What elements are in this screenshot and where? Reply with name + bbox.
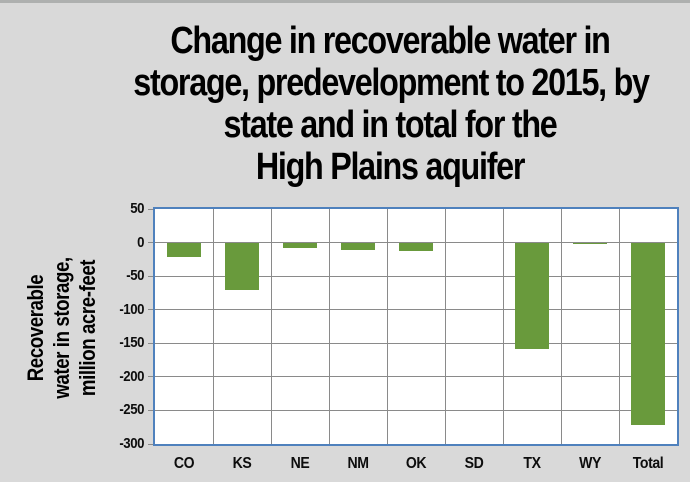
gridline-x-4	[386, 209, 388, 444]
x-tick-label-NE: NE	[290, 455, 310, 472]
y-tick-label--50: -50	[126, 267, 144, 285]
y-tick--100	[148, 309, 153, 311]
x-tick-label-TX: TX	[523, 455, 541, 472]
bar-CO	[167, 242, 201, 258]
window-top-edge	[0, 0, 690, 3]
y-tick-label--300: -300	[119, 435, 144, 452]
chart-title-line-3: state and in total for the	[223, 104, 558, 146]
y-tick-50	[148, 208, 153, 210]
bar-OK	[399, 242, 433, 251]
y-tick-label-0: 0	[137, 233, 144, 251]
gridline-y--200	[155, 376, 677, 378]
y-tick--300	[148, 443, 153, 445]
y-tick-0	[148, 242, 153, 244]
x-tick-label-CO: CO	[173, 455, 195, 472]
y-tick--250	[148, 409, 153, 411]
chart-title-line-2: storage, predevelopment to 2015, by	[133, 62, 650, 104]
gridline-y--150	[155, 342, 677, 344]
bar-TX	[515, 242, 549, 350]
y-tick-label--250: -250	[119, 401, 144, 419]
x-tick-label-KS: KS	[232, 455, 252, 472]
gridline-x-8	[618, 209, 620, 444]
x-tick-label-OK: OK	[405, 455, 427, 472]
chart-title-line-1: Change in recoverable water in	[170, 20, 611, 62]
y-tick--150	[148, 342, 153, 344]
y-axis-title-line-1: Recoverable	[23, 274, 48, 382]
x-tick-label-SD: SD	[464, 455, 484, 472]
y-axis-title-line-2: water in storage,	[49, 257, 74, 399]
bar-NE	[283, 242, 317, 248]
y-tick-label-50: 50	[130, 200, 144, 217]
y-tick-label--150: -150	[119, 334, 144, 352]
gridline-y--50	[155, 275, 677, 277]
gridline-y--100	[155, 309, 677, 311]
y-axis-title: Recoverable water in storage, million ac…	[23, 209, 101, 447]
chart-title: Change in recoverable water in storage, …	[88, 20, 690, 188]
x-tick-label-WY: WY	[579, 455, 601, 472]
gridline-x-5	[444, 209, 446, 444]
bar-Total	[631, 242, 665, 426]
gridline-y--250	[155, 409, 677, 411]
chart-title-line-4: High Plains aquifer	[255, 146, 526, 188]
gridline-x-1	[212, 209, 214, 444]
gridline-x-6	[502, 209, 504, 444]
y-tick-label--200: -200	[119, 367, 144, 385]
x-tick-label-Total: Total	[632, 455, 664, 472]
x-tick-label-NM: NM	[347, 455, 369, 472]
y-tick-label--100: -100	[119, 300, 144, 318]
bar-WY	[573, 242, 607, 244]
bar-KS	[225, 242, 259, 290]
y-tick--200	[148, 376, 153, 378]
gridline-x-3	[328, 209, 330, 444]
bar-NM	[341, 242, 375, 250]
plot-area	[153, 207, 679, 446]
gridline-x-7	[560, 209, 562, 444]
y-tick--50	[148, 275, 153, 277]
y-axis-title-line-3: million acre-feet	[75, 259, 100, 397]
gridline-x-2	[270, 209, 272, 444]
